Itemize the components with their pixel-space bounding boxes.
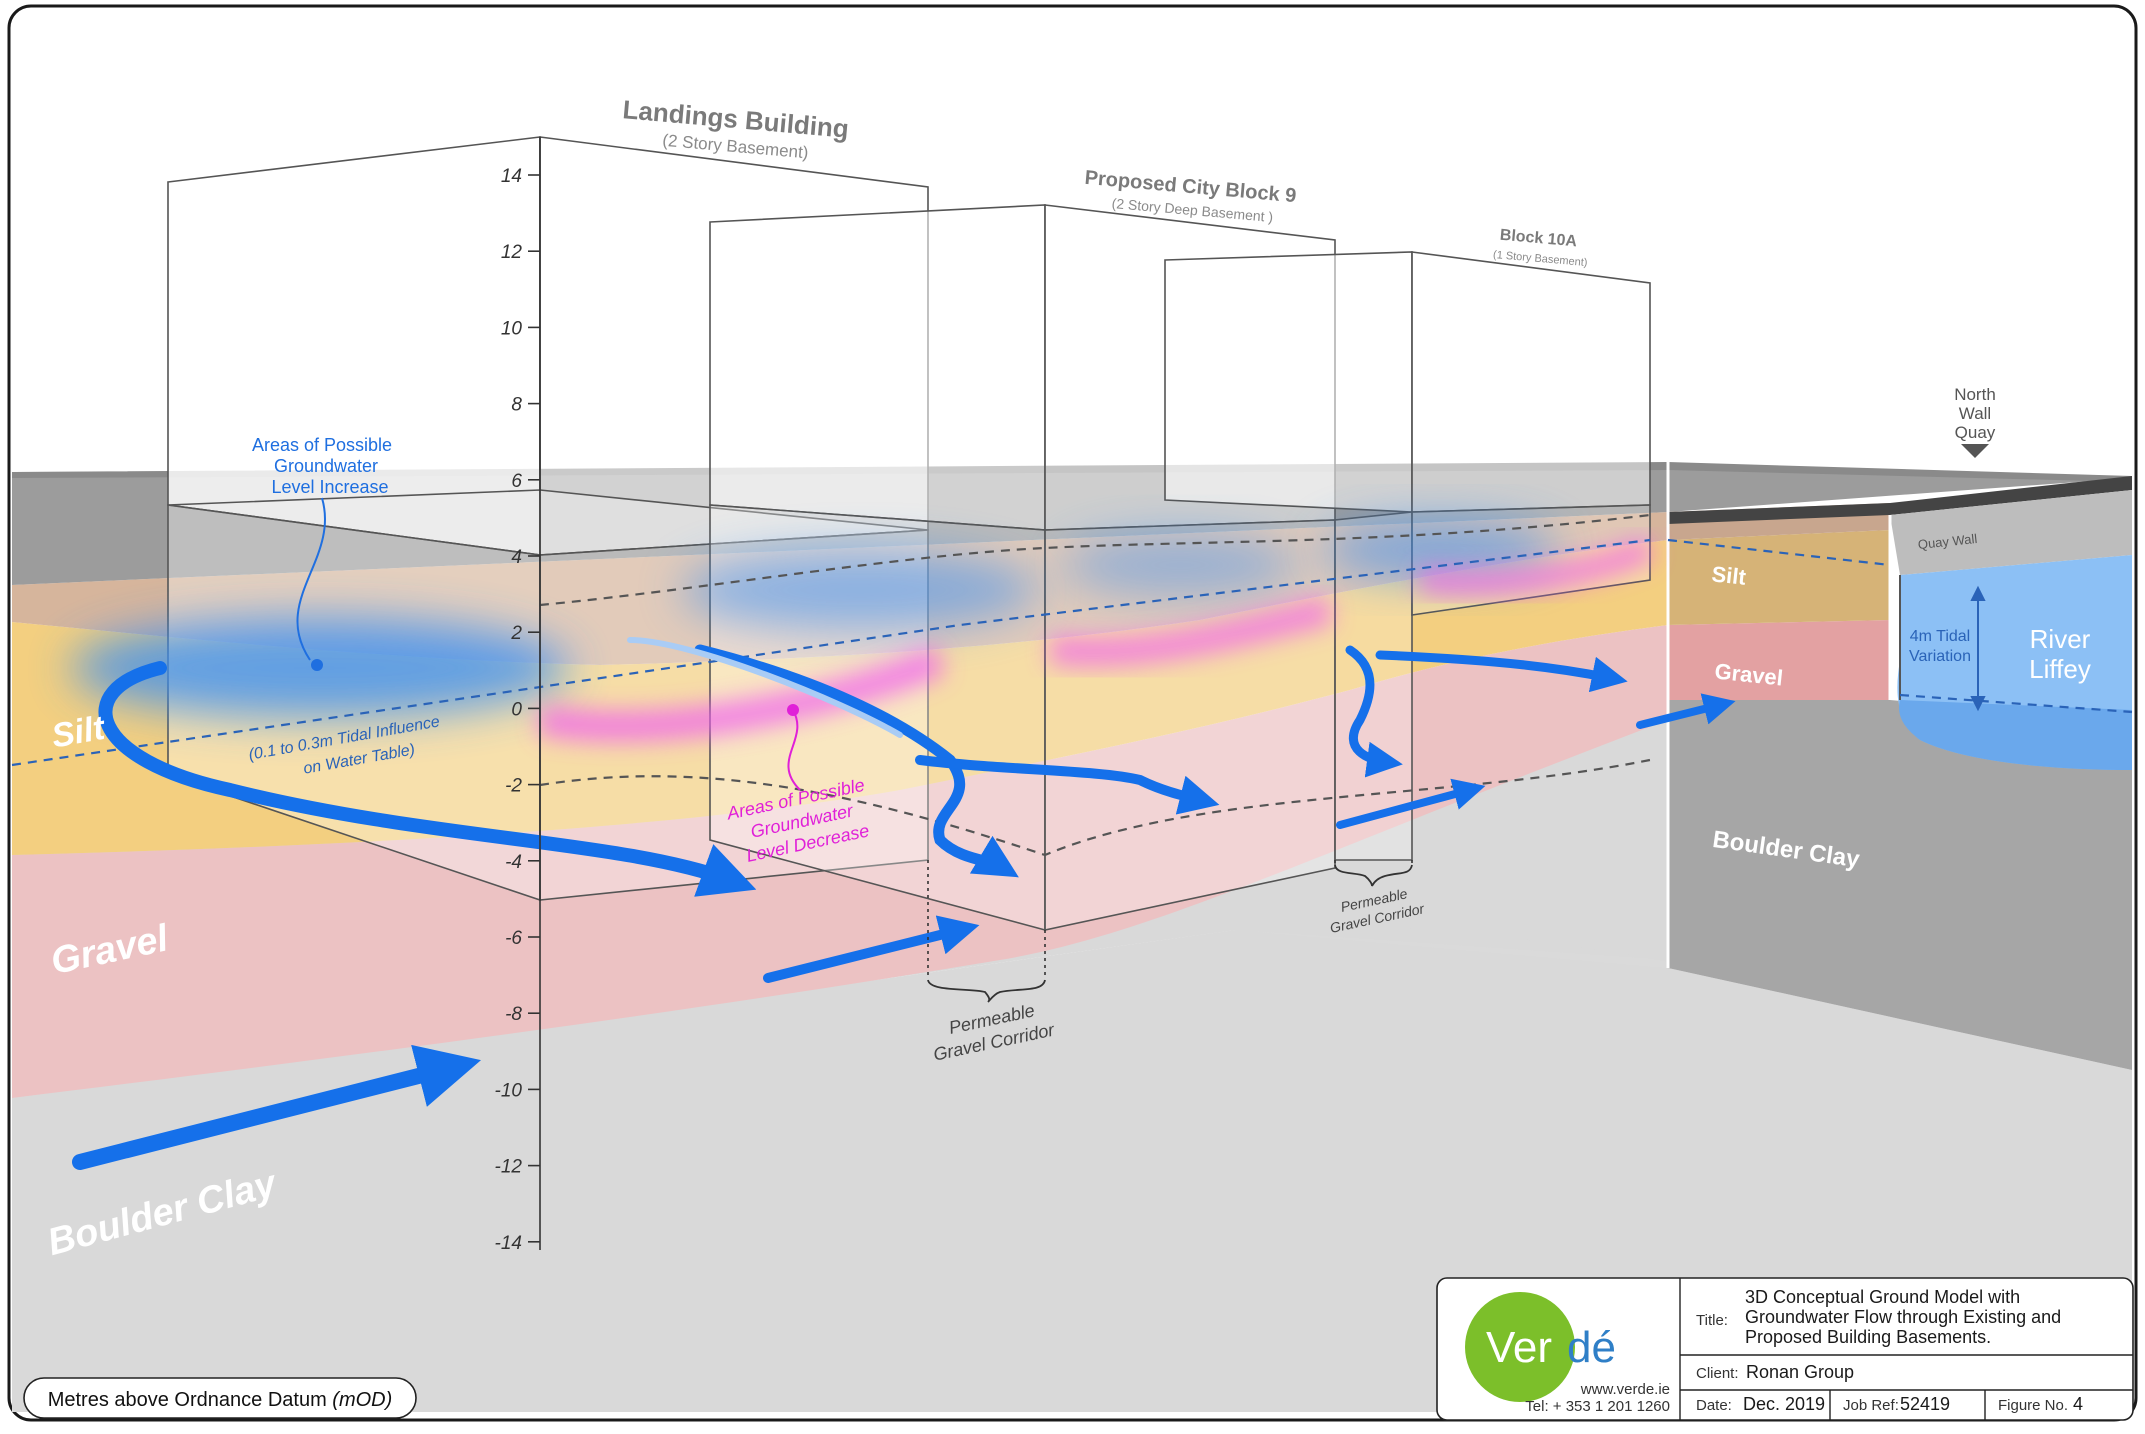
axis-tick-label: -6 (505, 928, 522, 949)
axis-tick-label: -10 (495, 1080, 523, 1101)
axis-tick-label: -4 (505, 852, 522, 873)
axis-tick-label: 4 (511, 547, 522, 568)
increase-note-2: Groundwater (274, 456, 378, 476)
quay-label-1: North (1954, 385, 1996, 404)
axis-tick-label: 2 (510, 623, 522, 644)
axis-tick-label: -14 (495, 1233, 522, 1254)
corridor2-brace (1334, 864, 1413, 887)
logo-text-1: Ver (1486, 1323, 1552, 1372)
logo-text-2: dé (1567, 1323, 1616, 1372)
title-label: Title: (1696, 1312, 1728, 1329)
axis-ticks: 14 12 10 8 6 4 2 0 -2 -4 -6 -8 -10 -12 -14 (495, 166, 540, 1254)
axis-tick-label: 12 (501, 242, 523, 263)
increase-note-1: Areas of Possible (252, 435, 392, 455)
telephone: Tel: + 353 1 201 1260 (1525, 1398, 1670, 1415)
title-line-2: Groundwater Flow through Existing and (1745, 1307, 2061, 1327)
axis-tick-label: 10 (501, 318, 523, 339)
silt-side-label: Silt (1710, 561, 1747, 590)
client-label: Client: (1696, 1365, 1739, 1382)
unit-label-italic: (mOD) (332, 1389, 392, 1411)
job-label: Job Ref: (1843, 1397, 1899, 1414)
job-value: 52419 (1900, 1394, 1950, 1414)
website: www.verde.ie (1580, 1381, 1670, 1398)
axis-tick-label: 6 (511, 471, 522, 492)
river-label-1: River (2030, 624, 2091, 654)
title-block: Ver dé www.verde.ie Tel: + 353 1 201 126… (1436, 1277, 2134, 1421)
date-label: Date: (1696, 1397, 1732, 1414)
tidal-variation-label-2: Variation (1909, 648, 1971, 665)
corridor1-brace (927, 979, 1046, 1003)
svg-text:Metres above Ordnance Datum (m: Metres above Ordnance Datum (mOD) (48, 1389, 393, 1411)
axis-tick-label: -12 (495, 1157, 523, 1178)
figure-label: Figure No. (1998, 1397, 2068, 1414)
silt-label: Silt (49, 709, 109, 756)
date-value: Dec. 2019 (1743, 1394, 1825, 1414)
figure-value: 4 (2073, 1394, 2083, 1414)
title-line-1: 3D Conceptual Ground Model with (1745, 1287, 2020, 1307)
increase-note-3: Level Increase (271, 477, 388, 497)
axis-tick-label: -2 (505, 776, 522, 797)
river-label-2: Liffey (2029, 654, 2091, 684)
tidal-variation-label-1: 4m Tidal (1910, 628, 1970, 645)
axis-tick-label: -8 (505, 1004, 522, 1025)
quay-label-2: Wall (1959, 404, 1991, 423)
client-value: Ronan Group (1746, 1362, 1854, 1382)
elevation-axis: 14 12 10 8 6 4 2 0 -2 -4 -6 -8 -10 -12 -14 (495, 137, 541, 1254)
quay-label-3: Quay (1955, 423, 1996, 442)
side-face (1666, 460, 2132, 1070)
quay-marker-icon (1961, 444, 1989, 458)
verde-logo-icon (1465, 1292, 1575, 1402)
title-line-3: Proposed Building Basements. (1745, 1327, 1991, 1347)
unit-pill: Metres above Ordnance Datum (mOD) (23, 1377, 417, 1419)
quay-wall-label: Quay Wall (1917, 531, 1978, 552)
axis-tick-label: 8 (511, 395, 522, 416)
unit-label-plain: Metres above Ordnance Datum (48, 1389, 327, 1411)
corridor-brackets (927, 860, 1413, 975)
axis-tick-label: 0 (511, 699, 522, 720)
block10a-title: Block 10A (1499, 227, 1578, 251)
axis-tick-label: 14 (501, 166, 522, 187)
annotation-pointers (296, 497, 801, 791)
tidal-variation-arrow (1970, 585, 1986, 712)
